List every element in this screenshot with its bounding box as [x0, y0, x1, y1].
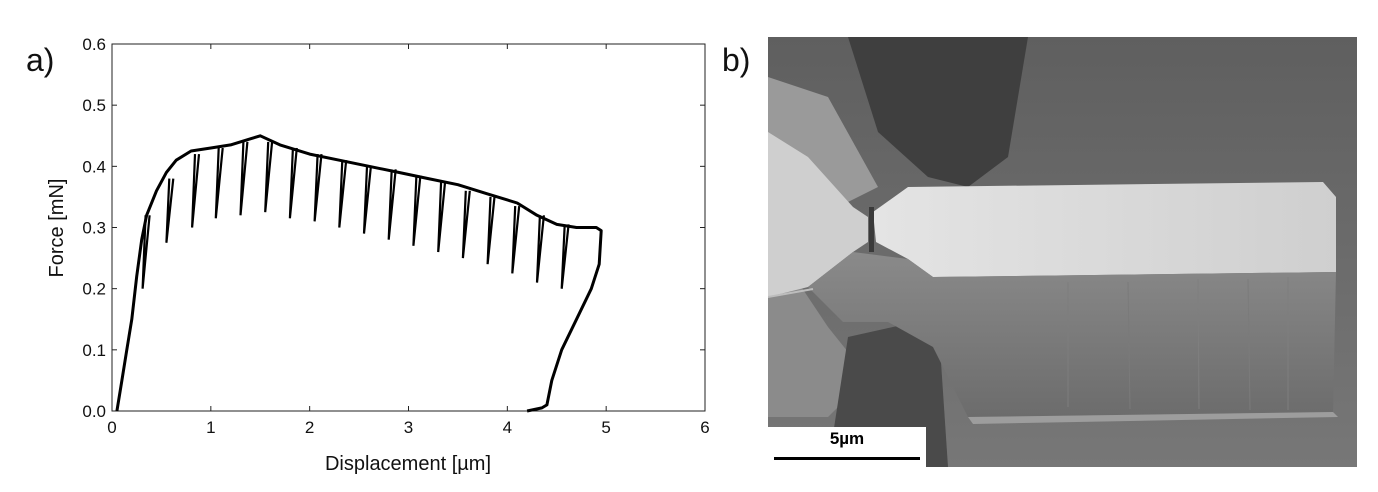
y-tick-label: 0.5 — [82, 96, 106, 115]
y-tick-label: 0.6 — [82, 35, 106, 54]
unloading-segment — [461, 190, 471, 259]
data-layer — [115, 134, 603, 413]
x-tick-label: 5 — [601, 418, 610, 437]
unloading-segment — [264, 141, 274, 213]
x-tick-label: 1 — [206, 418, 215, 437]
y-axis-title: Force [mN] — [46, 179, 68, 278]
y-tick-label: 0.0 — [82, 402, 106, 421]
unloading-segment — [437, 181, 447, 253]
axes: 0 1 2 3 4 5 6 0.0 0.1 0.2 0.3 0.4 0.5 0.6 — [82, 35, 709, 437]
y-tick-label: 0.2 — [82, 280, 106, 299]
unloading-segment — [535, 215, 545, 283]
unloading-segment — [313, 153, 323, 222]
unloading-segment — [511, 205, 521, 274]
unloading-segment — [387, 169, 397, 240]
unloading-segment — [165, 178, 175, 243]
y-tick-label: 0.3 — [82, 219, 106, 238]
panel-a-label: a) — [26, 42, 55, 78]
x-tick-label: 3 — [404, 418, 413, 437]
unloading-segment — [560, 224, 570, 289]
sem-image: 5µm — [768, 37, 1357, 467]
x-tick-label: 2 — [305, 418, 314, 437]
unloading-segment — [412, 175, 422, 246]
force-curve — [115, 134, 603, 413]
scale-bar: 5µm — [768, 427, 926, 467]
y-tick-label: 0.4 — [82, 157, 106, 176]
x-axis-title: Displacement [µm] — [325, 453, 491, 475]
x-tick-label: 4 — [503, 418, 512, 437]
unloading-segment — [486, 196, 496, 265]
scale-bar-label: 5µm — [829, 429, 865, 448]
scale-bar-line — [774, 457, 920, 460]
unloading-segment — [141, 215, 151, 289]
unloading-segment — [214, 147, 224, 219]
unloading-segment — [338, 160, 348, 228]
unloading-segment — [362, 166, 372, 234]
y-tick-label: 0.1 — [82, 341, 106, 360]
sem-micrograph — [768, 37, 1357, 467]
unloading-segment — [239, 141, 249, 216]
x-tick-label: 0 — [107, 418, 116, 437]
plot-frame — [111, 43, 706, 412]
x-tick-label: 6 — [700, 418, 709, 437]
force-displacement-chart: 0 1 2 3 4 5 6 0.0 0.1 0.2 0.3 0.4 0.5 0.6 Displacemen… — [46, 35, 710, 475]
panel-b-label: b) — [722, 42, 751, 78]
unloading-segment — [288, 147, 298, 219]
unloading-segment — [191, 153, 201, 228]
